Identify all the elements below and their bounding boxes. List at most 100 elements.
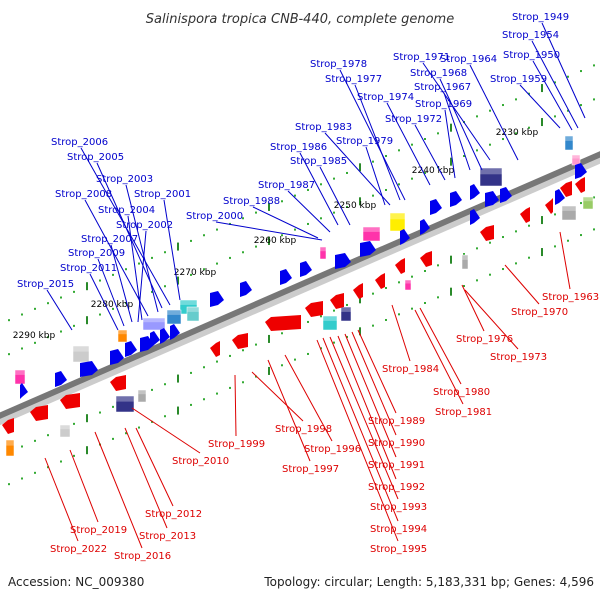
tick-minor — [34, 439, 36, 442]
tick-minor — [333, 309, 335, 312]
tick-minor — [112, 437, 114, 440]
ruler-label: 2280 kbp — [91, 300, 134, 310]
tick-minor — [21, 313, 23, 316]
tick-minor — [73, 454, 75, 457]
tick-minor — [463, 285, 465, 288]
tick-minor — [502, 236, 504, 239]
reverse-gene-arrow — [395, 258, 405, 274]
tick-minor — [398, 281, 400, 284]
reverse-gene-arrow — [30, 405, 48, 421]
feature-block — [582, 196, 594, 210]
tick-minor — [346, 303, 348, 306]
tick-minor — [8, 319, 10, 322]
tick-major — [450, 123, 452, 132]
tick-minor — [385, 318, 387, 321]
forward-gene-leader — [444, 109, 456, 179]
forward-gene-label: Strop_1974 — [357, 92, 414, 103]
forward-gene-leader — [354, 84, 401, 201]
reverse-gene-arrow — [560, 181, 572, 197]
tick-minor — [307, 352, 309, 355]
reverse-gene-label: Strop_1991 — [368, 460, 425, 471]
tick-minor — [580, 234, 582, 237]
feature-block-shine — [180, 300, 197, 305]
tick-major — [86, 446, 88, 455]
tick-minor — [320, 217, 322, 220]
reverse-gene-leader — [94, 431, 143, 549]
forward-gene-label: Strop_2000 — [186, 211, 243, 222]
reverse-gene-leader — [419, 307, 462, 385]
forward-gene-leader — [541, 22, 586, 119]
tick-minor — [151, 290, 153, 293]
tick-minor — [567, 109, 569, 112]
tick-major — [359, 327, 361, 336]
tick-minor — [34, 341, 36, 344]
tick-minor — [346, 171, 348, 174]
tick-major — [177, 374, 179, 383]
tick-minor — [554, 115, 556, 118]
tick-minor — [190, 403, 192, 406]
tick-minor — [437, 264, 439, 267]
forward-gene-label: Strop_2007 — [81, 234, 138, 245]
forward-gene-arrow — [400, 229, 410, 245]
reverse-gene-label: Strop_1980 — [433, 387, 490, 398]
tick-minor — [320, 347, 322, 350]
reverse-gene-leader — [461, 284, 485, 332]
forward-gene-arrow — [300, 261, 312, 277]
forward-gene-arrow — [360, 241, 376, 257]
tick-minor — [99, 313, 101, 316]
tick-minor — [320, 183, 322, 186]
tick-minor — [398, 149, 400, 152]
tick-minor — [164, 285, 166, 288]
reverse-gene-label: Strop_2010 — [172, 456, 229, 467]
feature-block — [14, 369, 26, 385]
forward-gene-leader — [422, 62, 491, 161]
tick-minor — [528, 224, 530, 227]
feature-block — [72, 345, 90, 363]
reverse-gene-leader — [267, 359, 311, 462]
reverse-gene-label: Strop_1989 — [368, 416, 425, 427]
reverse-gene-label: Strop_2013 — [139, 531, 196, 542]
feature-block-shine — [143, 318, 165, 323]
feature-block-shine — [116, 396, 134, 402]
forward-gene-label: Strop_1964 — [440, 54, 497, 65]
forward-gene-leader — [365, 146, 386, 206]
feature-block — [362, 226, 381, 242]
ruler-layer: 2230 kbp 2240 kbp 2250 kbp 2260 kbp 2270 kbp… — [13, 128, 539, 341]
feature-block — [117, 329, 128, 343]
tick-major — [450, 157, 452, 166]
forward-gene-arrow — [470, 184, 480, 200]
tick-minor — [476, 115, 478, 118]
tick-minor — [242, 381, 244, 384]
feature-block — [561, 205, 577, 221]
tick-minor — [164, 251, 166, 254]
tick-minor — [502, 268, 504, 271]
tick-major — [359, 295, 361, 304]
tick-minor — [463, 155, 465, 158]
reverse-gene-label: Strop_1984 — [382, 364, 439, 375]
tick-minor — [593, 98, 595, 101]
tick-minor — [203, 366, 205, 369]
tick-minor — [164, 383, 166, 386]
forward-gene-label: Strop_1954 — [502, 30, 559, 41]
tick-minor — [8, 483, 10, 486]
forward-gene-leader — [97, 258, 125, 327]
feature-block-shine — [341, 307, 351, 312]
feature-block — [340, 306, 352, 322]
tick-minor — [294, 358, 296, 361]
tick-minor — [593, 64, 595, 67]
reverse-gene-arrow — [575, 177, 585, 193]
tick-major — [541, 216, 543, 225]
ruler-label: 2230 kbp — [496, 128, 539, 138]
tick-minor — [242, 349, 244, 352]
tick-minor — [554, 213, 556, 216]
tick-minor — [242, 251, 244, 254]
reverse-gene-arrow — [305, 301, 323, 317]
feature-block — [59, 424, 71, 438]
tick-minor — [203, 268, 205, 271]
reverse-gene-leader — [284, 354, 333, 442]
reverse-gene-leader — [131, 407, 201, 454]
tick-minor — [21, 347, 23, 350]
tick-minor — [125, 268, 127, 271]
forward-gene-label: Strop_1949 — [512, 12, 569, 23]
tick-minor — [229, 386, 231, 389]
